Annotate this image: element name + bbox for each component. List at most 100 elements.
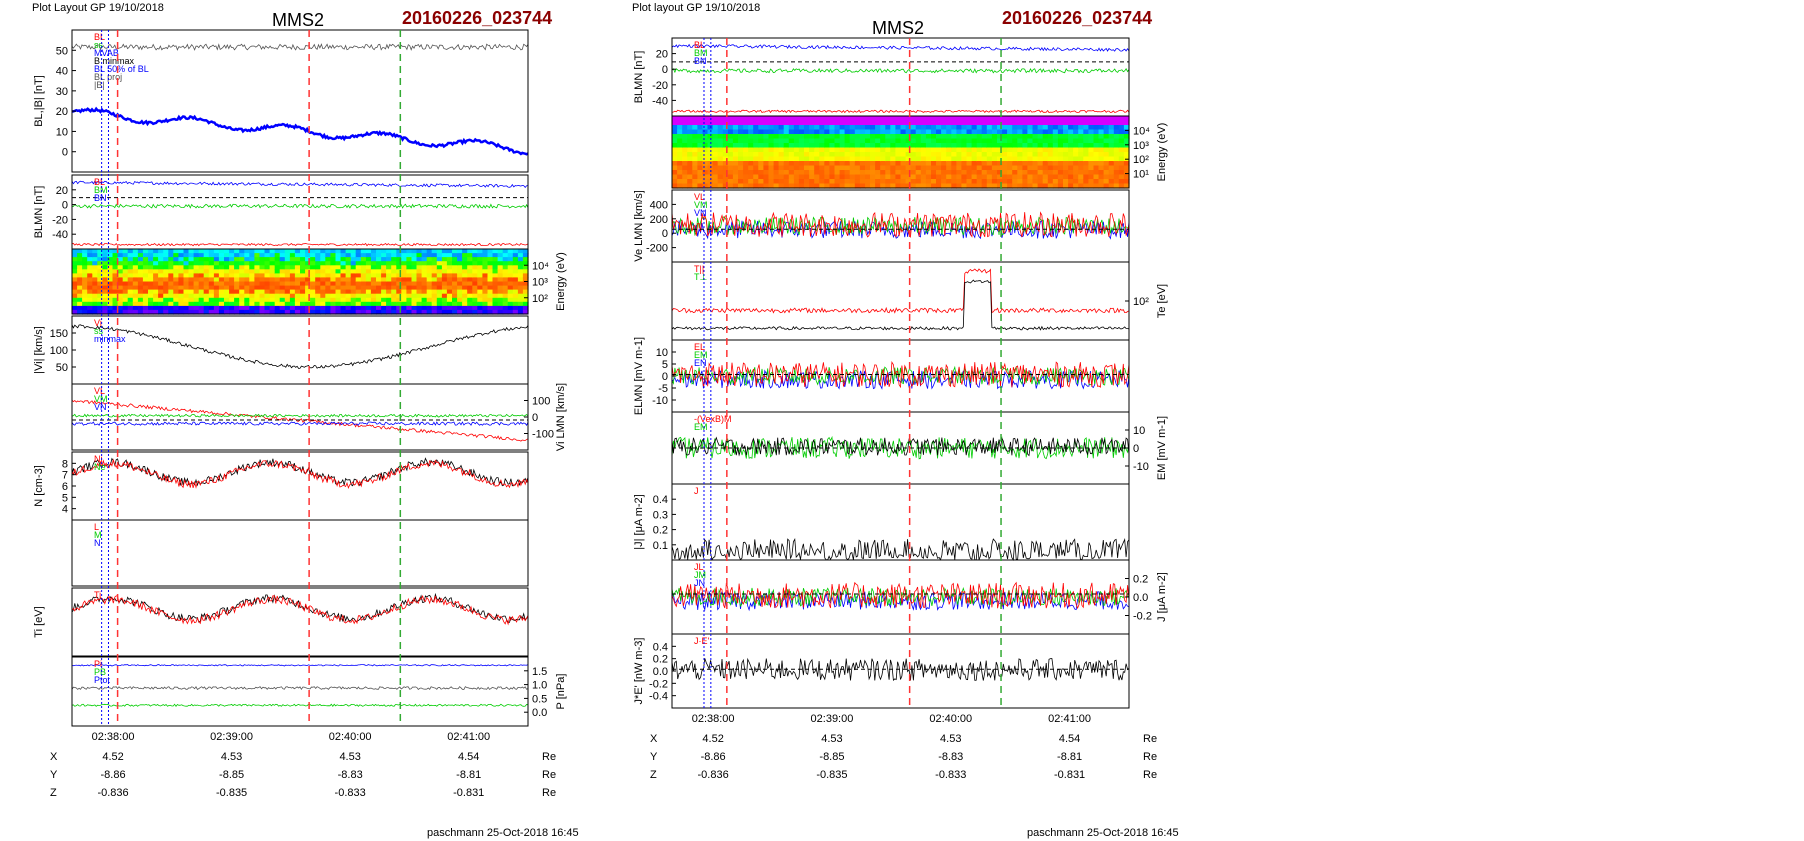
right-elmn-ytick: 0 bbox=[662, 371, 668, 383]
left-eph-value: 4.53 bbox=[221, 751, 242, 763]
right-eph-value: -8.83 bbox=[938, 751, 963, 763]
right-blmn-legend: BM bbox=[694, 48, 708, 58]
right-j-mag-ytick: 0.4 bbox=[653, 494, 668, 506]
left-event-markers bbox=[101, 30, 402, 726]
left-bl-b-ytick: 40 bbox=[56, 66, 68, 78]
left-bl-b-legend: MVAB bbox=[94, 48, 119, 58]
left-time-tick: 02:38:00 bbox=[92, 731, 135, 743]
left-eph-value: 4.54 bbox=[458, 751, 479, 763]
right-eph-value: 4.52 bbox=[702, 733, 723, 745]
right-em-series-0 bbox=[671, 435, 1130, 460]
right-ephemeris: X 4.52 4.53 4.53 4.54 Re Y -8.86 -8.85 -8.83 -8.81… bbox=[650, 733, 1157, 781]
right-eph-unit: Re bbox=[1143, 751, 1157, 763]
left-bl-b-legend: BL 50% of BL bbox=[94, 64, 149, 74]
right-blmn-ylabel: BLMN [nT] bbox=[633, 51, 645, 104]
left-eph-value: -8.83 bbox=[338, 769, 363, 781]
left-mva-legend: L bbox=[94, 522, 99, 532]
right-em-ytick: 0 bbox=[1133, 443, 1139, 455]
right-j-lmn-ytick: -0.2 bbox=[1133, 611, 1152, 623]
right-footer: paschmann 25-Oct-2018 16:45 bbox=[1027, 827, 1179, 839]
left-blmn-legend: BN bbox=[94, 193, 107, 203]
left-bl-b-legend: |B| bbox=[94, 80, 105, 90]
left-bl-b-ylabel: BL,|B| [nT] bbox=[33, 75, 45, 127]
right-ve-lmn-ytick: 400 bbox=[650, 199, 668, 211]
left-blmn-series-1 bbox=[71, 203, 529, 209]
left-n-ytick: 5 bbox=[62, 492, 68, 504]
right-eph-value: -8.86 bbox=[701, 751, 726, 763]
left-eph-value: -0.835 bbox=[216, 787, 247, 799]
right-j-mag-ylabel: |J| [μA m-2] bbox=[633, 494, 645, 549]
left-vi-lmn-legend: VL bbox=[94, 386, 105, 396]
left-p-series-1 bbox=[71, 686, 529, 691]
left-panel-ti: Ti [eV] Ti bbox=[33, 587, 529, 657]
right-time-tick: 02:41:00 bbox=[1048, 713, 1091, 725]
right-eph-value: -8.81 bbox=[1057, 751, 1082, 763]
left-vi-mag-frame bbox=[71, 315, 529, 385]
right-j-mag-ytick: 0.3 bbox=[653, 509, 668, 521]
right-te-series-0 bbox=[671, 268, 1130, 314]
right-te-legend: T|| bbox=[694, 264, 704, 274]
right-e-spec-ytick: 10² bbox=[1133, 154, 1149, 166]
left-mva-frame bbox=[71, 519, 529, 587]
right-elmn-ytick: -5 bbox=[658, 383, 668, 395]
right-figure: Plot layout GP 19/10/2018 MMS2 20160226_… bbox=[632, 2, 1179, 839]
right-event-markers bbox=[703, 38, 1002, 708]
right-em-legend: EM bbox=[694, 422, 708, 432]
left-p-ylabel: P [nPa] bbox=[555, 674, 567, 710]
left-ion-spec-ylabel: Energy (eV) bbox=[555, 252, 567, 311]
left-panel-mva: LMN bbox=[71, 519, 529, 587]
right-header: Plot layout GP 19/10/2018 bbox=[632, 2, 760, 14]
right-je-ylabel: J*E' [nW m-3] bbox=[633, 638, 645, 705]
left-eph-value: -0.836 bbox=[97, 787, 128, 799]
right-je-frame bbox=[671, 633, 1130, 709]
right-j-lmn-legend: JL bbox=[694, 562, 704, 572]
left-footer: paschmann 25-Oct-2018 16:45 bbox=[427, 827, 579, 839]
right-blmn-series-0 bbox=[671, 43, 1130, 52]
right-j-lmn-ytick: 0.0 bbox=[1133, 592, 1148, 604]
left-p-ytick: 1.0 bbox=[532, 680, 547, 692]
right-ve-lmn-ylabel: Ve LMN [km/s] bbox=[633, 190, 645, 262]
left-ion-spec-ytick: 10³ bbox=[532, 277, 548, 289]
right-eph-value: -8.85 bbox=[819, 751, 844, 763]
right-time-axis: 02:38:00 02:39:00 02:40:00 02:41:00 bbox=[692, 713, 1091, 725]
right-j-lmn-ylabel: J [μA m-2] bbox=[1156, 572, 1168, 622]
left-vi-mag-ytick: 50 bbox=[56, 362, 68, 374]
right-blmn-series-2 bbox=[671, 109, 1130, 114]
right-ve-lmn-legend: VM bbox=[694, 200, 708, 210]
left-figure: Plot Layout GP 19/10/2018 MMS2 20160226_… bbox=[32, 2, 579, 839]
left-vi-lmn-series-2 bbox=[71, 421, 529, 426]
left-blmn-ytick: 0 bbox=[62, 200, 68, 212]
right-ve-lmn-legend: VL bbox=[694, 192, 705, 202]
right-blmn-series-1 bbox=[671, 67, 1130, 74]
left-spacecraft: MMS2 bbox=[272, 10, 324, 30]
left-eph-unit: Re bbox=[542, 787, 556, 799]
right-em-series-1 bbox=[671, 436, 1130, 457]
left-eph-value: 4.53 bbox=[339, 751, 360, 763]
left-blmn-legend: BL bbox=[94, 177, 105, 187]
left-ti-series-1 bbox=[71, 595, 529, 626]
right-ve-lmn-ytick: 0 bbox=[662, 228, 668, 240]
left-bl-b-ytick: 50 bbox=[56, 45, 68, 57]
left-vi-lmn-series-1 bbox=[71, 413, 529, 418]
right-te-series-1 bbox=[671, 279, 1130, 331]
left-eph-label: Z bbox=[50, 787, 57, 799]
right-panel-j-mag: 0.1 0.2 0.3 0.4 |J| [μA m-2] J bbox=[633, 483, 1130, 561]
left-time-tick: 02:39:00 bbox=[210, 731, 253, 743]
left-n-legend: Ne bbox=[94, 462, 106, 472]
left-bl-b-ytick: 0 bbox=[62, 147, 68, 159]
right-j-mag-frame bbox=[671, 483, 1130, 561]
left-n-ytick: 8 bbox=[62, 458, 68, 470]
right-je-ytick: -0.2 bbox=[649, 678, 668, 690]
left-eph-value: -8.81 bbox=[456, 769, 481, 781]
right-je-series-0 bbox=[671, 657, 1130, 682]
left-ti-legend: Ti bbox=[94, 590, 101, 600]
right-eph-value: -0.833 bbox=[935, 769, 966, 781]
right-ve-lmn-series-2 bbox=[671, 211, 1130, 239]
right-j-mag-legend: J bbox=[694, 486, 699, 496]
right-em-ytick: -10 bbox=[1133, 461, 1149, 473]
